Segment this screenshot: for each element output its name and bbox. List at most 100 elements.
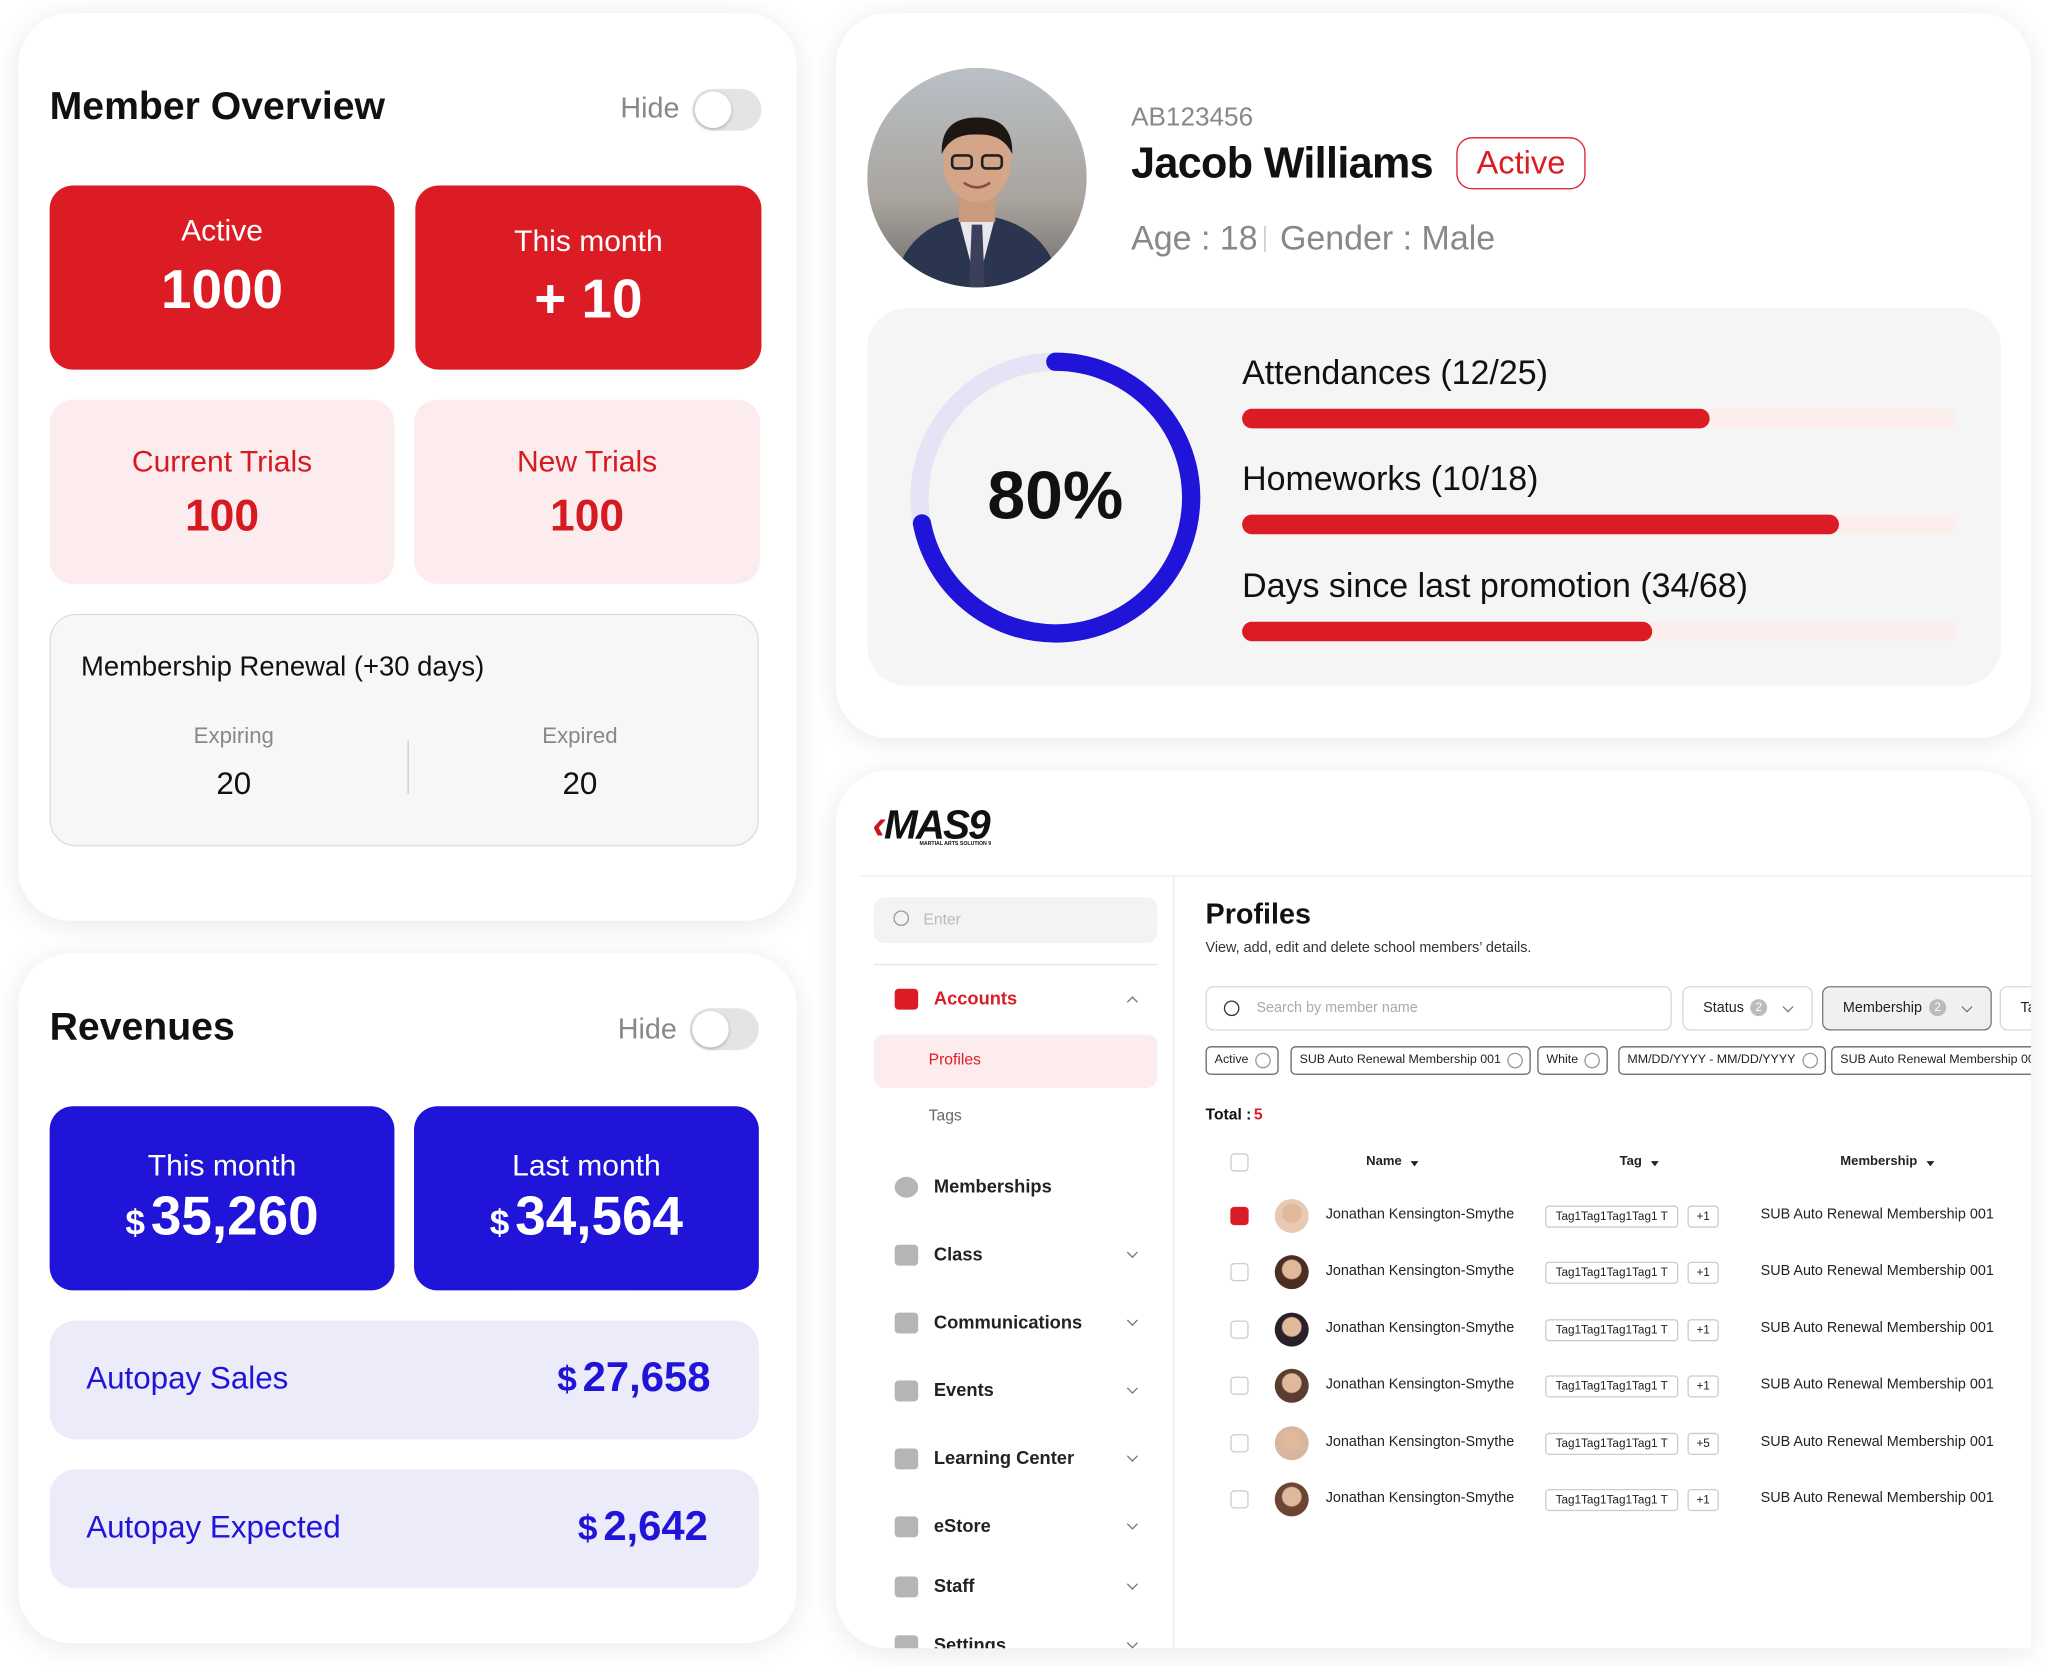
toggle[interactable] — [692, 88, 762, 131]
member-name: Jonathan Kensington-Smythe — [1325, 1320, 1515, 1337]
checkbox[interactable] — [1230, 1153, 1249, 1172]
revenue-tile: Last month $ 34,564 — [414, 1106, 759, 1291]
filter-chip[interactable]: SUB Auto Renewal Membership 001 — [1831, 1046, 2031, 1075]
member-gender: Gender : Male — [1279, 218, 1496, 258]
chevron — [1126, 1637, 1138, 1649]
revenue-row: Autopay Sales $ 27,658 — [49, 1320, 759, 1440]
avatar — [1274, 1426, 1309, 1461]
total-value: 5 — [1253, 1104, 1263, 1124]
nav-sub-item[interactable]: Tags — [928, 1106, 962, 1125]
renewal-title: Membership Renewal (+30 days) — [80, 651, 485, 682]
chip-remove — [1507, 1052, 1524, 1069]
tile-label: Active — [181, 212, 263, 247]
column-header[interactable]: Membership — [1840, 1154, 1918, 1169]
tag-more: +5 — [1687, 1432, 1719, 1455]
checkbox[interactable] — [1230, 1490, 1249, 1509]
nav-sub-item[interactable]: Profiles — [928, 1050, 981, 1069]
nav-icon — [894, 1516, 919, 1538]
nav-item[interactable]: Memberships — [874, 1164, 1157, 1211]
nav-label: eStore — [933, 1515, 991, 1536]
nav-icon — [894, 1635, 919, 1649]
member-id: AB123456 — [1131, 103, 1254, 132]
checkbox[interactable] — [1230, 1206, 1249, 1226]
checkbox[interactable] — [1230, 1376, 1249, 1395]
nav-item[interactable]: Class — [874, 1232, 1157, 1279]
progress-fill — [1242, 408, 1710, 429]
nav-icon — [894, 988, 919, 1010]
amount: 35,260 — [150, 1184, 319, 1247]
filter-chip[interactable]: White — [1537, 1046, 1609, 1075]
revenues-card: Revenues Hide This month $ 35,260 Last m… — [18, 953, 797, 1644]
nav-label: Staff — [933, 1575, 975, 1597]
logo-sub: MARTIAL ARTS SOLUTION 9 — [919, 839, 992, 847]
filter-chip[interactable]: Active — [1205, 1046, 1279, 1075]
currency: $ — [557, 1359, 577, 1399]
column-header[interactable]: Tag — [1619, 1154, 1642, 1169]
total-label: Total : — [1205, 1104, 1252, 1124]
amount: 34,564 — [515, 1184, 684, 1247]
avatar — [1274, 1198, 1309, 1233]
member-search[interactable]: Search by member name — [1205, 986, 1672, 1031]
tile-value: 100 — [184, 491, 260, 541]
completion-text: 80% — [987, 458, 1124, 535]
stat-tile: This month + 10 — [415, 185, 762, 370]
separator — [873, 963, 1158, 966]
avatar — [1274, 1482, 1309, 1517]
currency: $ — [577, 1508, 598, 1548]
nav-item[interactable]: Learning Center — [874, 1435, 1157, 1482]
tag: Tag1Tag1Tag1Tag1 T — [1545, 1375, 1679, 1398]
progress-fill — [1242, 514, 1839, 535]
header-line — [859, 875, 2031, 877]
sidebar-search[interactable]: Enter — [873, 897, 1158, 944]
filter-button[interactable]: Membership 2 — [1822, 986, 1992, 1031]
nav-label: Events — [933, 1379, 994, 1401]
tag: Tag1Tag1Tag1Tag1 T — [1545, 1488, 1679, 1512]
chevron — [1126, 1578, 1138, 1590]
nav-label: Learning Center — [933, 1447, 1075, 1469]
checkbox[interactable] — [1230, 1320, 1249, 1339]
tile-label: This month — [514, 223, 663, 258]
checkbox[interactable] — [1230, 1262, 1249, 1282]
filter-chip[interactable]: MM/DD/YYYY - MM/DD/YYYY — [1618, 1046, 1826, 1075]
nav-item[interactable]: Communications — [874, 1300, 1157, 1347]
revenue-row: Autopay Expected $ 2,642 — [49, 1469, 759, 1589]
nav-item[interactable]: Settings — [874, 1622, 1157, 1649]
nav-item[interactable]: Staff — [874, 1563, 1157, 1610]
ring-arc — [910, 352, 1201, 643]
nav-icon — [894, 1576, 919, 1598]
checkbox[interactable] — [1230, 1434, 1249, 1453]
filter-button[interactable]: Ta — [1999, 986, 2031, 1031]
progress-label: Days since last promotion (34/68) — [1242, 565, 1748, 605]
chevron — [1961, 1001, 1973, 1013]
tile-label: Last month — [512, 1148, 661, 1183]
nav-icon — [894, 1176, 919, 1198]
nav-item[interactable]: Accounts — [874, 976, 1157, 1023]
search-placeholder: Enter — [923, 910, 961, 929]
membership: SUB Auto Renewal Membership 001 — [1760, 1376, 1994, 1393]
search-icon — [1223, 1000, 1240, 1017]
column-header[interactable]: Name — [1366, 1154, 1402, 1169]
sidebar-line — [1172, 875, 1175, 1649]
filter-button[interactable]: Status 2 — [1682, 986, 1813, 1031]
row-label: Autopay Expected — [86, 1509, 341, 1546]
tile-label: This month — [147, 1148, 297, 1183]
nav-sub-highlight — [873, 1034, 1158, 1088]
avatar — [1274, 1368, 1309, 1403]
member-overview-card: Member Overview Hide Active 1000 This mo… — [18, 13, 797, 921]
chip-text: White — [1546, 1052, 1579, 1068]
filter-chip[interactable]: SUB Auto Renewal Membership 001 — [1290, 1046, 1532, 1075]
chip-text: SUB Auto Renewal Membership 001 — [1299, 1052, 1501, 1068]
tile-amount: $ 35,260 — [50, 1185, 395, 1248]
nav-item[interactable]: Events — [874, 1367, 1157, 1414]
chip-remove — [1254, 1052, 1271, 1069]
chevron — [1782, 1001, 1794, 1013]
profile-card: AB123456 Jacob Williams Active Age : 18 … — [835, 13, 2031, 738]
nav-item[interactable]: eStore — [874, 1503, 1157, 1550]
progress-label: Homeworks (10/18) — [1242, 458, 1539, 498]
toggle[interactable] — [689, 1008, 759, 1051]
app-card: ‹MAS9 MARTIAL ARTS SOLUTION 9 Enter Prof… — [835, 770, 2031, 1649]
search-icon — [893, 910, 910, 927]
divider — [1264, 225, 1266, 253]
membership: SUB Auto Renewal Membership 001 — [1760, 1434, 1994, 1450]
